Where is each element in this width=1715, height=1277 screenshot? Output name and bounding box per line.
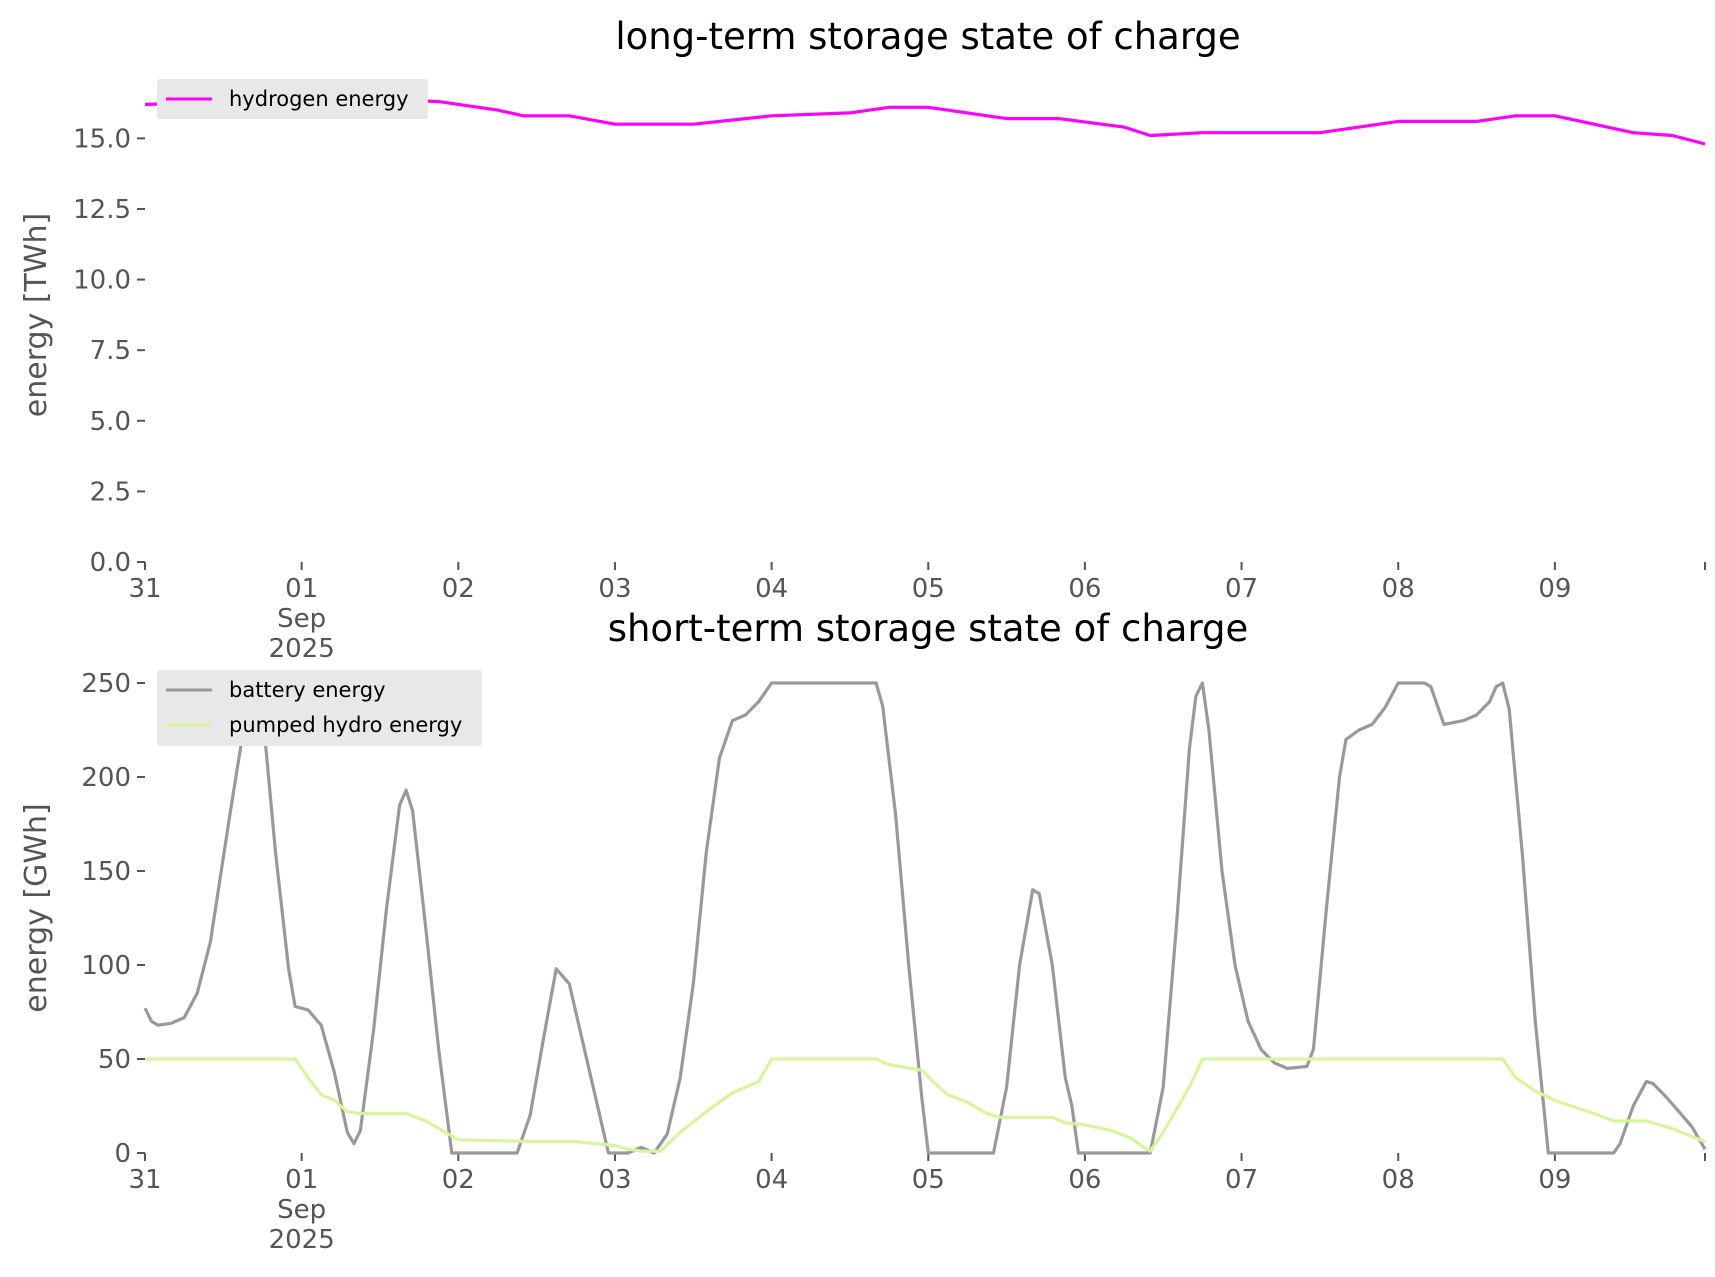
legend-label-battery: battery energy xyxy=(229,678,386,702)
y-tick-label: 15.0 xyxy=(73,124,131,154)
x-tick-label: 05 xyxy=(912,574,945,604)
x-tick-label: 04 xyxy=(755,1165,788,1195)
y-tick-label: 250 xyxy=(81,669,131,699)
x-tick-label: 05 xyxy=(912,1165,945,1195)
short-term-storage-panel: short-term storage state of charge energ… xyxy=(19,607,1707,1255)
long-term-y-ticks: 0.0 2.5 5.0 7.5 10.0 12.5 15.0 xyxy=(73,124,145,578)
x-tick-label: 08 xyxy=(1382,1165,1415,1195)
y-tick-label: 10.0 xyxy=(73,266,131,296)
x-tick-label: 06 xyxy=(1068,574,1101,604)
long-term-legend-box xyxy=(157,79,428,119)
x-tick-label: 06 xyxy=(1068,1165,1101,1195)
x-tick-label: 31 xyxy=(128,574,161,604)
y-tick-label: 2.5 xyxy=(90,477,131,507)
legend-label-pumped-hydro: pumped hydro energy xyxy=(229,713,462,737)
short-term-legend-box xyxy=(157,670,482,746)
long-term-series xyxy=(144,97,1706,146)
x-tick-label: 02 xyxy=(442,574,475,604)
y-tick-label: 200 xyxy=(81,763,131,793)
y-tick-label: 5.0 xyxy=(90,407,131,437)
x-tick-label: 03 xyxy=(598,574,631,604)
x-tick-label: Sep xyxy=(277,1195,326,1225)
x-tick-label: 09 xyxy=(1538,1165,1571,1195)
x-tick-label: 03 xyxy=(598,1165,631,1195)
short-term-chart-title: short-term storage state of charge xyxy=(608,607,1249,650)
y-tick-label: 100 xyxy=(81,951,131,981)
y-tick-label: 7.5 xyxy=(90,336,131,366)
x-tick-label: 07 xyxy=(1225,574,1258,604)
x-tick-label: 01 xyxy=(285,1165,318,1195)
long-term-chart-title: long-term storage state of charge xyxy=(615,15,1240,58)
x-tick-label: Sep xyxy=(277,604,326,634)
x-tick-label: 01 xyxy=(285,574,318,604)
x-tick-label: 31 xyxy=(128,1165,161,1195)
y-tick-label: 12.5 xyxy=(73,195,131,225)
x-tick-label: 08 xyxy=(1382,574,1415,604)
short-term-y-axis-label: energy [GWh] xyxy=(19,803,54,1012)
x-tick-label: 2025 xyxy=(269,1225,335,1255)
series-line-battery-energy xyxy=(143,681,1707,1155)
x-tick-label: 09 xyxy=(1538,574,1571,604)
x-tick-label: 02 xyxy=(442,1165,475,1195)
y-tick-label: 0.0 xyxy=(90,548,131,578)
long-term-legend: hydrogen energy xyxy=(157,79,428,119)
long-term-storage-panel: long-term storage state of charge energy… xyxy=(19,15,1706,664)
x-tick-label: 04 xyxy=(755,574,788,604)
long-term-y-axis-label: energy [TWh] xyxy=(19,213,54,417)
short-term-series xyxy=(143,681,1707,1155)
short-term-y-ticks: 0 50 100 150 200 250 xyxy=(81,669,145,1169)
y-tick-label: 150 xyxy=(81,857,131,887)
y-tick-label: 50 xyxy=(98,1045,131,1075)
series-line-pumped-hydro-energy xyxy=(145,1057,1706,1153)
y-tick-label: 0 xyxy=(114,1139,131,1169)
x-tick-label: 2025 xyxy=(269,634,335,664)
x-tick-label: 07 xyxy=(1225,1165,1258,1195)
legend-label-hydrogen: hydrogen energy xyxy=(229,87,409,111)
series-line-hydrogen-energy xyxy=(144,97,1706,146)
short-term-legend: battery energy pumped hydro energy xyxy=(157,670,482,746)
